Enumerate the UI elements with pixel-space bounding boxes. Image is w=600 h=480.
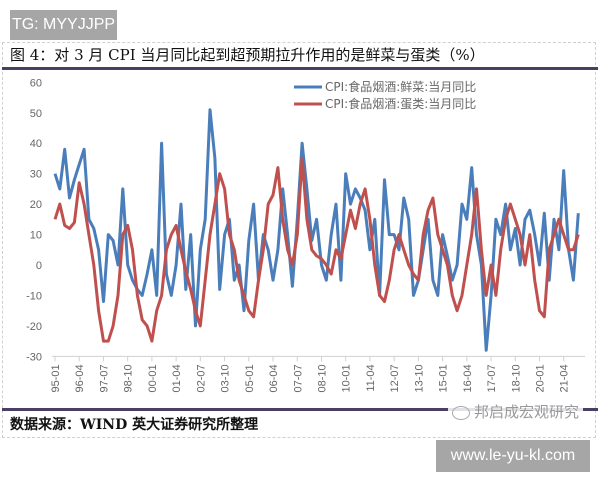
wechat-icon	[452, 405, 470, 420]
x-tick-label: 01-04	[171, 364, 183, 392]
y-tick-label: 20	[30, 199, 42, 211]
x-tick-label: 96-04	[74, 364, 86, 392]
legend-label-eggs: CPI:食品烟酒:蛋类:当月同比	[325, 96, 476, 111]
x-tick-label: 11-04	[365, 364, 377, 391]
y-axis: 60 50 40 30 20 10 0 -10 -20 -30	[26, 77, 42, 363]
x-tick-label: 20-01	[535, 364, 547, 392]
legend: CPI:食品烟酒:鲜菜:当月同比 CPI:食品烟酒:蛋类:当月同比	[294, 79, 476, 111]
chart-title: 图 4：对 3 月 CPI 当月同比起到超预期拉升作用的是鲜菜与蛋类（%）	[10, 46, 485, 64]
legend-label-vegetables: CPI:食品烟酒:鲜菜:当月同比	[325, 79, 476, 94]
watermark-tg: TG: MYYJJPP	[10, 10, 117, 40]
x-tick-label: 08-10	[316, 364, 328, 392]
x-tick-label: 12-07	[389, 364, 401, 392]
chart-frame	[2, 42, 596, 438]
y-tick-label: 10	[30, 230, 42, 242]
source-note: 数据来源：WIND 英大证券研究所整理	[10, 417, 259, 433]
title-divider	[2, 67, 598, 70]
y-tick-label: 50	[30, 108, 42, 120]
y-tick-label: -30	[26, 351, 42, 363]
series-line-eggs	[53, 156, 580, 343]
x-tick-label: 97-07	[98, 364, 110, 392]
y-tick-label: 30	[30, 169, 42, 181]
x-tick-label: 02-07	[195, 364, 207, 392]
x-tick-label: 05-01	[244, 364, 256, 392]
y-tick-label: -20	[26, 321, 42, 333]
x-tick-label: 03-10	[220, 364, 232, 392]
x-tick-label: 06-04	[268, 364, 280, 392]
x-tick-label: 18-10	[510, 364, 522, 392]
source-divider	[2, 408, 598, 411]
x-tick-label: 10-01	[341, 364, 353, 392]
series-lines	[53, 108, 580, 352]
y-tick-label: 60	[30, 77, 42, 89]
watermark-brand: 邦启成宏观研究	[448, 401, 584, 422]
watermark-site: www.le-yu-kl.com	[436, 440, 590, 472]
x-tick-label: 15-01	[438, 364, 450, 392]
y-tick-label: 40	[30, 138, 42, 150]
x-tick-label: 98-10	[123, 364, 135, 392]
series-line-vegetables	[53, 108, 580, 352]
x-tick-label: 21-04	[559, 364, 571, 392]
x-tick-label: 07-07	[292, 364, 304, 392]
y-tick-label: 0	[36, 260, 42, 272]
x-tick-label: 16-04	[462, 364, 474, 392]
y-tick-label: -10	[26, 290, 42, 302]
watermark-brand-text: 邦启成宏观研究	[474, 403, 580, 421]
x-axis: 95-01 96-04 97-07 98-10 00-01 01-04 02-07 03-10…	[50, 355, 585, 392]
x-tick-label: 17-07	[486, 364, 498, 392]
x-tick-label: 95-01	[50, 364, 62, 392]
x-tick-label: 13-10	[413, 364, 425, 392]
x-tick-label: 00-01	[147, 364, 159, 392]
